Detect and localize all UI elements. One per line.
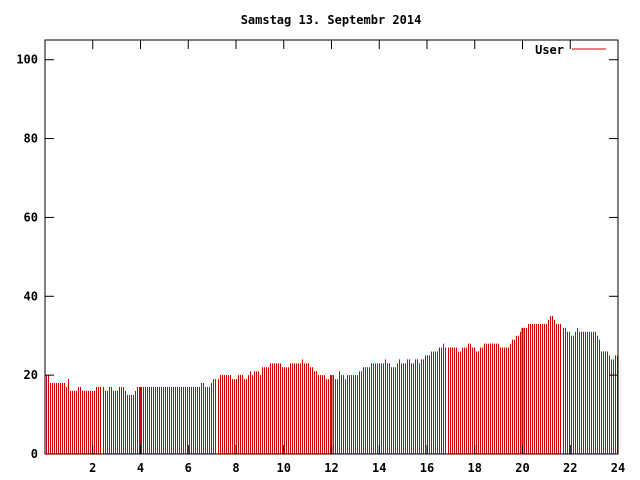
bars-layer [46, 316, 618, 454]
x-tick-label: 12 [324, 461, 338, 475]
x-tick-label: 10 [277, 461, 291, 475]
x-tick-label: 6 [185, 461, 192, 475]
legend: User [535, 43, 606, 57]
x-tick-label: 20 [515, 461, 529, 475]
y-tick-label: 100 [16, 53, 38, 67]
y-axis: 0 20 40 60 80 100 [16, 53, 618, 461]
y-tick-label: 60 [24, 210, 38, 224]
x-tick-label: 24 [611, 461, 625, 475]
y-tick-label: 20 [24, 368, 38, 382]
x-tick-label: 16 [420, 461, 434, 475]
legend-label: User [535, 43, 564, 57]
y-tick-label: 80 [24, 132, 38, 146]
y-tick-label: 40 [24, 289, 38, 303]
x-tick-label: 8 [232, 461, 239, 475]
x-tick-label: 18 [468, 461, 482, 475]
x-tick-label: 22 [563, 461, 577, 475]
x-axis: 2 4 6 8 10 12 14 16 18 20 22 24 [89, 40, 625, 475]
chart-title: Samstag 13. Septembr 2014 [241, 13, 422, 27]
x-tick-label: 14 [372, 461, 386, 475]
y-tick-label: 0 [31, 447, 38, 461]
x-tick-label: 2 [89, 461, 96, 475]
x-tick-label: 4 [137, 461, 144, 475]
